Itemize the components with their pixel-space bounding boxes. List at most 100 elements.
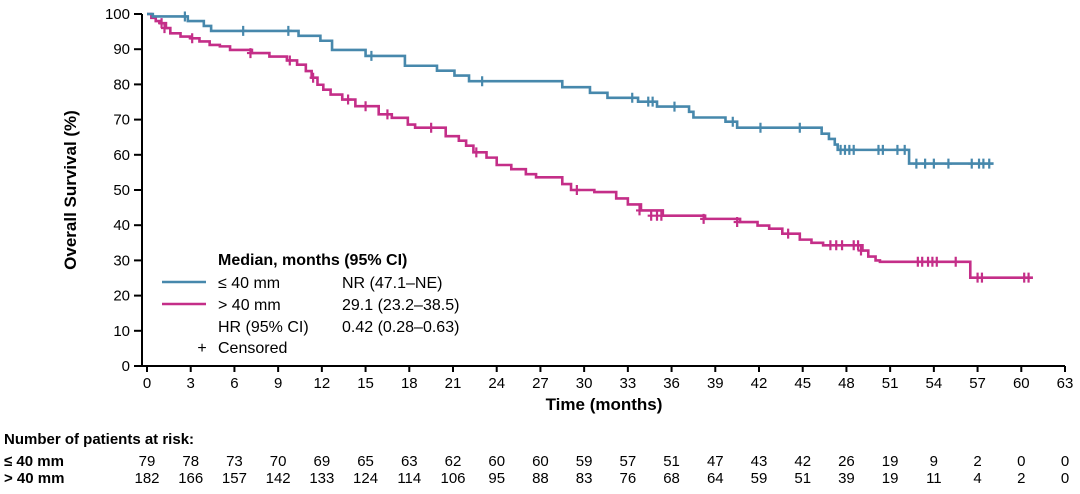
risk-count: 60 <box>532 453 549 470</box>
risk-count: 0 <box>1061 470 1069 487</box>
risk-count: 78 <box>182 453 199 470</box>
legend-header: Median, months (95% CI) <box>218 252 407 269</box>
x-tick-label: 48 <box>838 375 855 392</box>
risk-count: 39 <box>838 470 855 487</box>
y-tick-label: 60 <box>113 147 130 164</box>
y-tick-label: 100 <box>105 6 130 23</box>
risk-count: 59 <box>576 453 593 470</box>
risk-values: 79 78 73 70 69 65 63 62 60 60 59 57 51 47 43 42 26 19 9 2 0 0… <box>134 453 1069 487</box>
y-tick-label: 30 <box>113 252 130 269</box>
risk-count: 142 <box>266 470 291 487</box>
censor-marks-le40mm <box>181 11 993 169</box>
legend-label-censored: Censored <box>218 340 287 357</box>
risk-count: 51 <box>663 453 680 470</box>
censor-marks-gt40mm <box>158 18 1033 283</box>
x-tick-label: 51 <box>882 375 899 392</box>
risk-count: 0 <box>1017 453 1025 470</box>
legend-value-le40mm: NR (47.1–NE) <box>342 275 442 292</box>
risk-count: 157 <box>222 470 247 487</box>
x-tick-label: 33 <box>620 375 637 392</box>
censored-plus-icon: + <box>197 340 206 357</box>
x-tick-label: 45 <box>794 375 811 392</box>
survival-curve-gt40mm <box>147 12 1033 279</box>
risk-row-label-gt40mm: > 40 mm <box>4 470 64 487</box>
risk-count: 106 <box>440 470 465 487</box>
risk-count: 73 <box>226 453 243 470</box>
x-tick-label: 30 <box>576 375 593 392</box>
risk-count: 65 <box>357 453 374 470</box>
risk-count: 60 <box>488 453 505 470</box>
x-tick-label: 57 <box>969 375 986 392</box>
risk-count: 70 <box>270 453 287 470</box>
legend-value-gt40mm: 29.1 (23.2–38.5) <box>342 297 459 314</box>
survival-curve-le40mm <box>147 12 994 165</box>
y-tick-label: 90 <box>113 41 130 58</box>
risk-count: 124 <box>353 470 378 487</box>
legend: Median, months (95% CI) ≤ 40 mm NR (47.1… <box>162 252 459 357</box>
x-tick-label: 36 <box>663 375 680 392</box>
risk-count: 79 <box>139 453 156 470</box>
x-tick-label: 0 <box>143 375 151 392</box>
risk-count: 63 <box>401 453 418 470</box>
x-tick-label: 27 <box>532 375 549 392</box>
x-tick-label: 39 <box>707 375 724 392</box>
y-tick-label: 10 <box>113 323 130 340</box>
legend-label-hr: HR (95% CI) <box>218 319 309 336</box>
x-axis-title: Time (months) <box>546 395 663 414</box>
x-tick-label: 21 <box>445 375 462 392</box>
x-tick-label: 9 <box>274 375 282 392</box>
risk-count: 0 <box>1061 453 1069 470</box>
risk-count: 166 <box>178 470 203 487</box>
risk-count: 64 <box>707 470 724 487</box>
x-tick-label: 6 <box>230 375 238 392</box>
risk-table-header: Number of patients at risk: <box>4 431 194 448</box>
risk-count: 43 <box>751 453 768 470</box>
risk-count: 62 <box>445 453 462 470</box>
legend-label-le40mm: ≤ 40 mm <box>218 275 280 292</box>
risk-count: 182 <box>134 470 159 487</box>
legend-label-gt40mm: > 40 mm <box>218 297 281 314</box>
x-tick-label: 3 <box>187 375 195 392</box>
risk-count: 114 <box>397 470 421 487</box>
risk-count: 69 <box>314 453 331 470</box>
x-tick-label: 63 <box>1057 375 1074 392</box>
x-tick-label: 42 <box>751 375 768 392</box>
risk-count: 88 <box>532 470 549 487</box>
risk-count: 42 <box>794 453 811 470</box>
y-tick-label: 70 <box>113 112 130 129</box>
risk-count: 95 <box>488 470 505 487</box>
x-tick-label: 12 <box>314 375 331 392</box>
risk-count: 59 <box>751 470 768 487</box>
risk-count: 76 <box>620 470 637 487</box>
risk-count: 57 <box>620 453 637 470</box>
x-tick-label: 60 <box>1013 375 1030 392</box>
risk-count: 133 <box>309 470 334 487</box>
risk-count: 2 <box>973 453 981 470</box>
risk-count: 68 <box>663 470 680 487</box>
risk-count: 51 <box>794 470 811 487</box>
risk-count: 9 <box>930 453 938 470</box>
x-tick-label: 24 <box>488 375 505 392</box>
risk-count: 83 <box>576 470 593 487</box>
legend-value-hr: 0.42 (0.28–0.63) <box>342 319 459 336</box>
risk-count: 19 <box>882 453 899 470</box>
y-tick-label: 0 <box>122 358 130 375</box>
x-tick-label: 18 <box>401 375 418 392</box>
risk-row-label-le40mm: ≤ 40 mm <box>4 453 64 470</box>
risk-count: 26 <box>838 453 855 470</box>
survival-curves <box>147 11 1033 283</box>
risk-count: 11 <box>926 470 942 487</box>
y-tick-label: 20 <box>113 288 130 305</box>
number-at-risk-table: Number of patients at risk: ≤ 40 mm > 40… <box>4 431 1069 487</box>
risk-count: 4 <box>973 470 981 487</box>
x-tick-label: 54 <box>926 375 943 392</box>
y-tick-label: 40 <box>113 217 130 234</box>
y-axis-title: Overall Survival (%) <box>61 110 80 270</box>
risk-count: 19 <box>882 470 899 487</box>
y-tick-label: 50 <box>113 182 130 199</box>
risk-count: 47 <box>707 453 724 470</box>
x-tick-label: 15 <box>357 375 374 392</box>
risk-count: 2 <box>1017 470 1025 487</box>
